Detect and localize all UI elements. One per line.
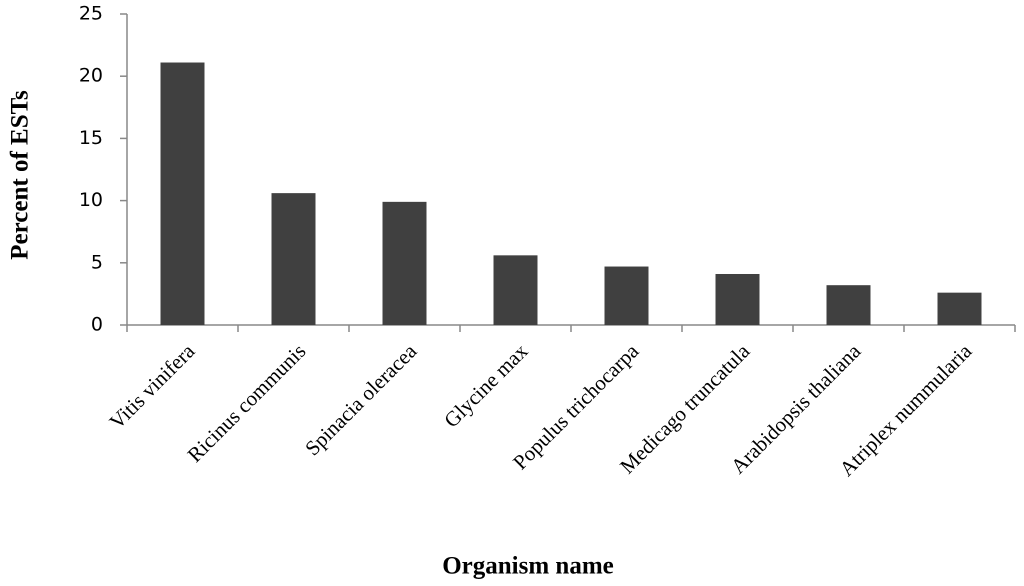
x-tick-label: Glycine max (439, 339, 533, 433)
bar (604, 266, 649, 325)
y-axis-title: Percent of ESTs (7, 90, 34, 260)
bar (382, 201, 427, 325)
x-tick-label: Ricinus communis (183, 339, 311, 467)
bar (493, 255, 538, 325)
y-tick-label: 0 (91, 314, 103, 336)
x-axis-title: Organism name (442, 553, 614, 580)
bar (160, 62, 205, 326)
bar (826, 285, 871, 325)
x-tick-label: Vitis vinifera (105, 338, 200, 433)
bar (937, 292, 982, 325)
bar (271, 193, 316, 325)
y-tick-label: 25 (79, 3, 103, 25)
x-tick-label: Spinacia oleracea (300, 338, 422, 460)
y-tick-label: 10 (79, 189, 103, 211)
bar (715, 273, 760, 325)
y-tick-label: 5 (91, 251, 103, 273)
y-tick-label: 15 (79, 127, 103, 149)
y-tick-label: 20 (79, 65, 103, 87)
